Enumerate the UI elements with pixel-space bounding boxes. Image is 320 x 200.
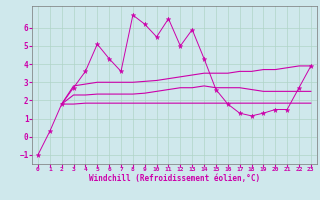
X-axis label: Windchill (Refroidissement éolien,°C): Windchill (Refroidissement éolien,°C) [89, 174, 260, 183]
